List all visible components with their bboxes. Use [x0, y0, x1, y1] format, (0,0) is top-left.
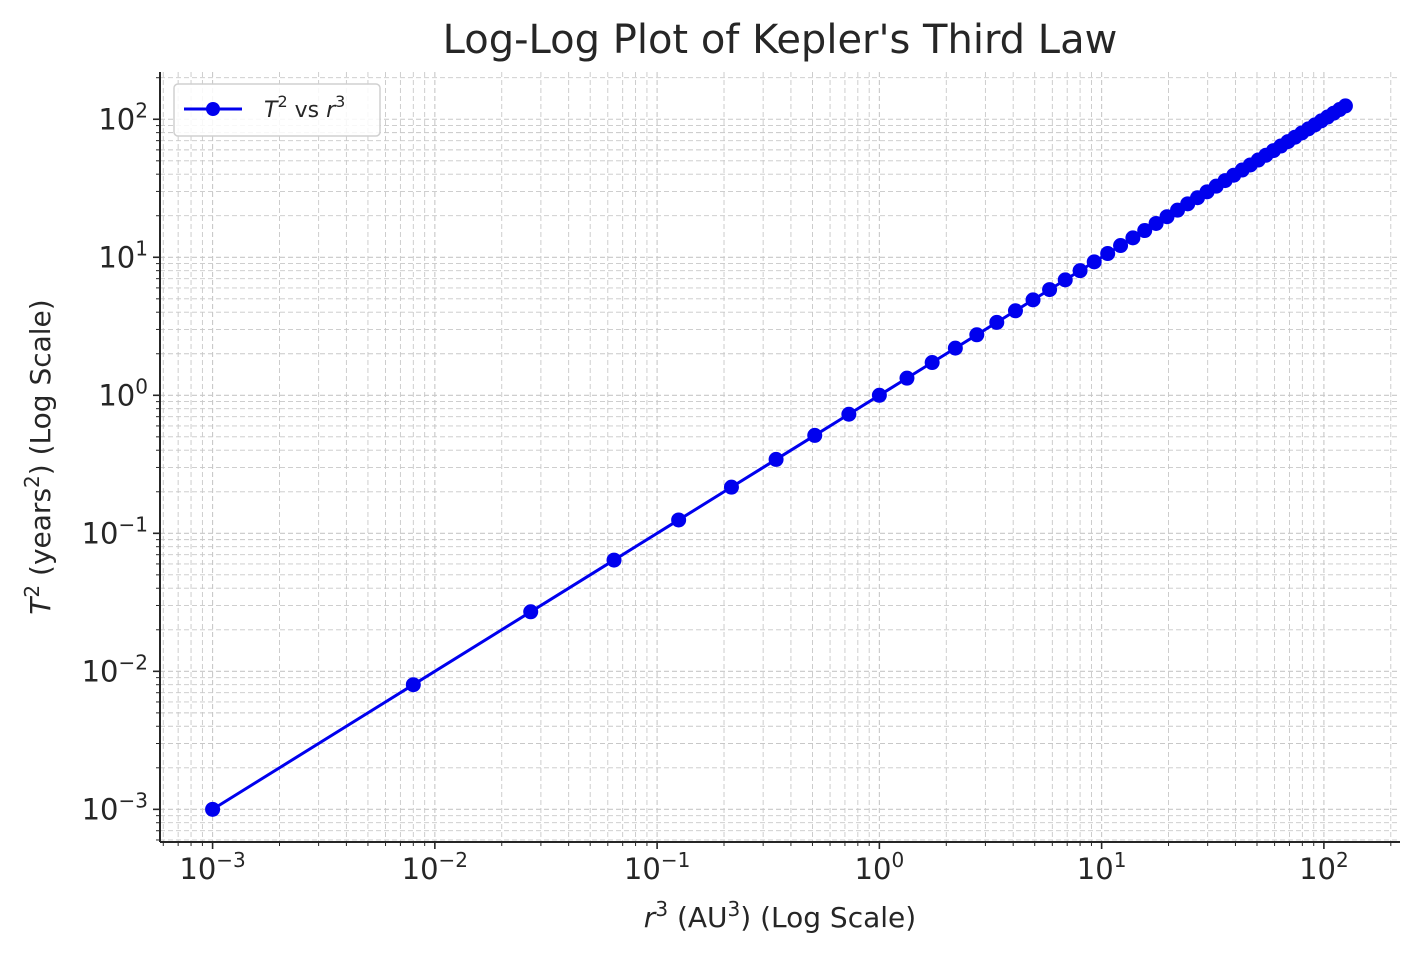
- x-tick-label: 100: [855, 848, 905, 886]
- ticks: 10−3 10−2 10−1 100 101 102 10−3 10−2 10−1 100 101 1…: [82, 77, 1392, 886]
- legend-a-exp: 2: [277, 92, 287, 111]
- legend-b-exp: 3: [335, 92, 345, 111]
- x-label-mid-exp: 3: [728, 897, 741, 921]
- data-point: [841, 406, 857, 422]
- data-point: [1137, 223, 1153, 239]
- data-point: [1072, 263, 1088, 279]
- x-tick-label: 102: [1299, 848, 1349, 886]
- chart-title: Log-Log Plot of Kepler's Third Law: [443, 17, 1118, 63]
- y-label-mid: (years: [24, 488, 57, 585]
- x-label-base: r: [644, 901, 657, 934]
- legend-a: T: [264, 98, 279, 123]
- y-axis-label: T2 (years2) (Log Scale): [20, 299, 57, 614]
- y-tick-label: 10−1: [82, 512, 148, 550]
- x-label-tail: ) (Log Scale): [740, 901, 916, 934]
- data-point: [969, 327, 985, 343]
- data-point: [606, 552, 622, 568]
- data-point: [1007, 303, 1023, 319]
- x-axis-label: r3 (AU3) (Log Scale): [644, 897, 916, 934]
- x-tick-label: 10−1: [624, 848, 690, 886]
- data-point: [1086, 254, 1102, 270]
- x-label-exp: 3: [655, 897, 668, 921]
- data-point: [1025, 292, 1041, 308]
- y-tick-label: 10−2: [82, 650, 148, 688]
- series: [205, 98, 1353, 817]
- x-label-mid: (AU: [668, 901, 727, 934]
- legend: T2 vs r3: [173, 83, 381, 137]
- x-tick-label: 10−2: [402, 848, 468, 886]
- data-point: [807, 427, 823, 443]
- data-point: [723, 479, 739, 495]
- data-point: [1337, 98, 1353, 114]
- y-tick-label: 10−3: [82, 788, 148, 826]
- y-tick-label: 100: [98, 374, 148, 412]
- data-point: [947, 340, 963, 356]
- data-point: [989, 314, 1005, 330]
- data-point: [523, 604, 539, 620]
- legend-marker-swatch: [206, 102, 220, 116]
- legend-mid: vs: [288, 98, 326, 123]
- legend-label: T2 vs r3: [264, 92, 345, 123]
- x-tick-label: 10−3: [179, 848, 245, 886]
- y-tick-label: 101: [98, 236, 148, 274]
- y-tick-label: 102: [98, 98, 148, 136]
- data-point: [1042, 282, 1058, 298]
- legend-box: [173, 83, 381, 137]
- data-point: [671, 512, 687, 528]
- data-point: [871, 387, 887, 403]
- grid: [160, 72, 1400, 842]
- data-point: [768, 451, 784, 467]
- x-tick-label: 101: [1077, 848, 1127, 886]
- y-label-base: T: [24, 596, 57, 615]
- y-label-exp: 2: [20, 585, 44, 598]
- data-point: [1148, 215, 1164, 231]
- data-point: [1113, 238, 1129, 254]
- data-point: [405, 677, 421, 693]
- y-label-tail: ) (Log Scale): [24, 299, 57, 475]
- y-label-mid-exp: 2: [20, 475, 44, 488]
- data-point: [1057, 272, 1073, 288]
- legend-b: r: [326, 98, 337, 123]
- data-point: [1125, 230, 1141, 246]
- data-point: [899, 370, 915, 386]
- data-point: [924, 355, 940, 371]
- data-point: [205, 801, 221, 817]
- data-point: [1100, 246, 1116, 262]
